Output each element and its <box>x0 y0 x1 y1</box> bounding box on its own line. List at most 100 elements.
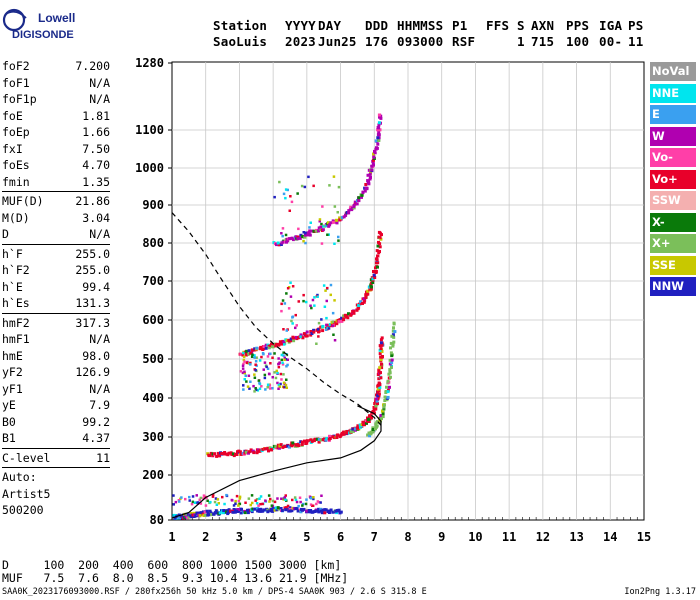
echo-point <box>339 510 343 514</box>
es-echo <box>270 504 274 507</box>
echo-point <box>300 442 304 446</box>
es-echo <box>317 501 321 504</box>
spread-echo <box>332 333 335 336</box>
echo-point <box>234 509 238 513</box>
echo-point <box>381 412 385 416</box>
es-echo <box>177 499 181 502</box>
muf-distance-row: D 100 200 400 600 800 1000 1500 3000 [km… <box>2 558 342 572</box>
spread-echo <box>286 358 289 361</box>
echo-point <box>289 339 293 343</box>
es-echo <box>237 504 240 507</box>
separator <box>2 447 110 449</box>
echo-point <box>389 346 392 350</box>
parameter-row: foE 1.81 <box>2 108 110 125</box>
spread-echo <box>336 211 339 214</box>
echo-point <box>349 205 353 209</box>
echo-point <box>249 351 253 355</box>
echo-point <box>215 454 219 458</box>
echo-point <box>376 244 380 248</box>
spread-echo <box>325 299 328 303</box>
echo-point <box>209 511 213 515</box>
echo-point <box>371 161 375 165</box>
es-echo <box>199 502 203 505</box>
echo-point <box>377 139 381 142</box>
spread-echo <box>284 196 287 200</box>
echo-point <box>386 390 390 394</box>
echo-point <box>289 337 293 341</box>
es-echo <box>188 499 191 502</box>
spread-echo <box>323 305 327 308</box>
spread-echo <box>284 383 288 387</box>
echo-point <box>215 511 219 515</box>
echo-point <box>377 113 381 117</box>
spread-echo <box>247 362 251 365</box>
spread-echo <box>241 371 245 375</box>
spread-echo <box>269 387 272 390</box>
es-echo <box>225 493 228 497</box>
echo-point <box>383 399 387 402</box>
parameter-row: h`F2 255.0 <box>2 262 110 279</box>
echo-point <box>274 506 278 510</box>
es-echo <box>304 502 308 506</box>
echo-point <box>270 342 273 346</box>
spread-echo <box>322 284 326 287</box>
echo-point <box>374 139 378 143</box>
echo-point <box>374 424 378 428</box>
echo-point <box>361 190 365 194</box>
y-tick-label: 500 <box>142 352 164 366</box>
spread-echo <box>312 184 315 188</box>
echo-point <box>276 241 280 245</box>
es-echo <box>223 502 226 506</box>
parameter-row: C-level 11 <box>2 450 110 467</box>
spread-echo <box>273 195 276 199</box>
echo-point <box>364 293 368 297</box>
footer-text: SAA0K_2023176093000.RSF / 280fx256h 50 k… <box>2 587 427 597</box>
parameter-row: foEs 4.70 <box>2 157 110 174</box>
spread-echo <box>331 311 335 315</box>
echo-point <box>291 336 295 340</box>
echo-point <box>345 430 349 433</box>
echo-point <box>300 440 304 444</box>
echo-point <box>222 452 226 456</box>
spread-echo <box>317 321 321 325</box>
spread-echo <box>328 184 331 187</box>
echo-point <box>317 329 321 333</box>
spread-echo <box>291 322 294 325</box>
header-cell: 100 <box>566 34 590 49</box>
echo-point <box>390 354 394 358</box>
echo-point <box>375 399 379 403</box>
spread-echo <box>325 316 328 320</box>
spread-echo <box>295 324 298 327</box>
parameter-row: hmE 98.0 <box>2 348 110 365</box>
echo-point <box>286 239 290 243</box>
echo-point <box>266 510 270 514</box>
es-echo <box>174 500 178 504</box>
echo-point <box>374 270 378 273</box>
parameter-value: 7.9 <box>89 398 110 412</box>
echo-point <box>344 213 348 217</box>
echo-point <box>370 430 374 434</box>
echo-point <box>376 387 380 391</box>
spread-echo <box>283 358 286 361</box>
es-echo <box>234 499 237 503</box>
echo-point <box>291 441 295 445</box>
echo-point <box>284 506 288 510</box>
es-echo <box>255 498 259 501</box>
echo-point <box>362 300 366 304</box>
es-echo <box>268 500 271 503</box>
es-echo <box>205 496 208 500</box>
es-echo <box>284 498 287 501</box>
header-cell: SaoLuis <box>213 34 268 49</box>
es-echo <box>206 499 209 502</box>
es-echo <box>309 497 313 500</box>
echo-point <box>229 509 232 513</box>
spread-echo <box>269 362 272 365</box>
echo-point <box>299 233 303 237</box>
spread-echo <box>313 296 316 299</box>
echo-point <box>237 449 241 453</box>
echo-point <box>277 243 281 247</box>
spread-echo <box>239 370 243 373</box>
es-echo <box>316 500 320 503</box>
echo-point <box>340 216 344 220</box>
echo-point <box>380 417 383 421</box>
